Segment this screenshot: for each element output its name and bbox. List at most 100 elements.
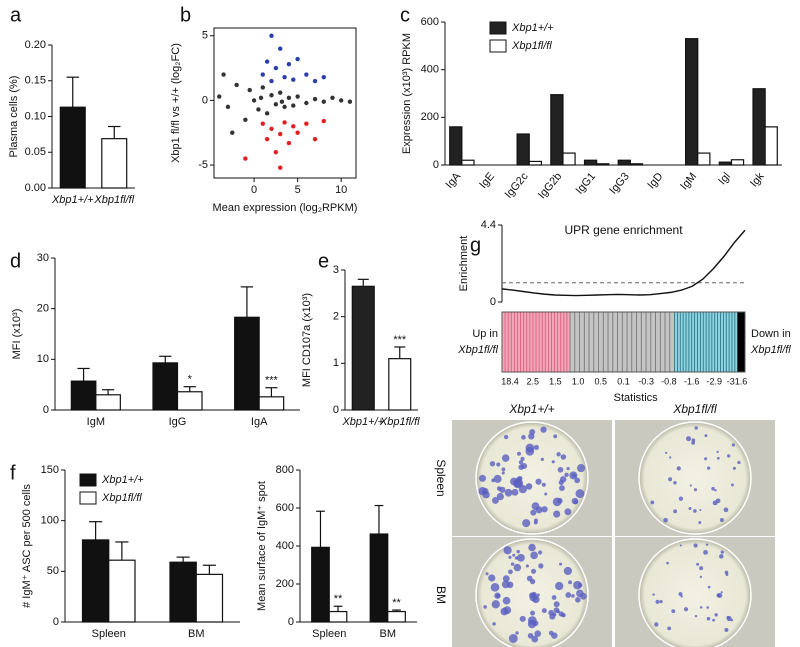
spot (650, 500, 655, 505)
enrichment-line (501, 229, 746, 297)
point (291, 124, 296, 129)
spot (566, 466, 570, 471)
spot (724, 570, 729, 575)
spot (706, 616, 711, 621)
spot (699, 508, 702, 512)
point (321, 99, 326, 104)
x-tick-label: Spleen (312, 628, 346, 640)
spot (576, 464, 586, 473)
spot (563, 566, 572, 576)
statistic-label: 2.5 (526, 376, 539, 386)
side-label: Down in (751, 328, 791, 340)
spot (553, 601, 560, 608)
x-tick-label: IgG (169, 416, 187, 428)
point (321, 118, 326, 124)
point (269, 78, 274, 84)
y-tick-label: 0 (333, 404, 339, 416)
spot (731, 443, 735, 447)
bar (369, 533, 389, 623)
panel-letter: d (10, 250, 21, 272)
elispot-wells (452, 420, 775, 647)
spot (499, 486, 506, 493)
spot (533, 520, 538, 525)
x-tick-label: BM (380, 628, 397, 640)
spot (685, 436, 692, 442)
statistic-label: -0.3 (638, 376, 654, 386)
spot (485, 572, 489, 576)
spot (730, 618, 734, 622)
y-tick-label: 4.4 (481, 219, 496, 231)
bar (449, 126, 463, 166)
spot (533, 444, 539, 451)
spot (577, 583, 583, 588)
spot (571, 594, 575, 598)
y-axis-label: Expression (x10³) RPKM (401, 33, 413, 154)
significance: ** (334, 593, 343, 605)
spot (716, 450, 719, 454)
y-tick-label: 0 (288, 616, 294, 628)
statistic-label: 0.5 (595, 376, 608, 386)
x-tick-label: Xbp1fl/fl (93, 194, 134, 206)
bar (152, 362, 179, 411)
spot (549, 613, 556, 620)
spot (503, 434, 509, 440)
legend-label: Xbp1fl/fl (101, 492, 142, 504)
spot (568, 580, 573, 585)
spot (529, 578, 536, 585)
point (312, 96, 318, 102)
spot (673, 509, 678, 514)
bar (388, 358, 412, 411)
spot (531, 591, 537, 597)
spot (693, 488, 698, 492)
spot (525, 564, 529, 568)
row-label: Spleen (434, 459, 448, 496)
bar (550, 94, 564, 166)
point (217, 94, 222, 99)
x-tick-label: 0 (251, 184, 257, 196)
side-label: Xbp1fl/fl (457, 344, 498, 356)
y-tick-label: 150 (41, 464, 59, 476)
point (304, 100, 309, 106)
point (304, 121, 309, 126)
spot (726, 615, 732, 622)
spot (693, 509, 697, 513)
x-tick-label: IgM (678, 171, 699, 193)
spot (704, 457, 708, 461)
spot (501, 580, 510, 589)
legend-swatch (79, 491, 97, 505)
spot (712, 618, 715, 622)
point (282, 74, 287, 80)
spot (699, 566, 704, 571)
spot (731, 483, 734, 487)
point (258, 95, 264, 101)
legend-swatch (489, 21, 507, 35)
spot (691, 438, 696, 443)
spot (535, 478, 542, 485)
point (312, 78, 318, 84)
spot (704, 434, 708, 438)
spot (714, 613, 718, 617)
spot (518, 464, 524, 470)
y-tick-label: 0 (490, 296, 496, 308)
spot (557, 498, 563, 504)
spot (510, 562, 515, 566)
spot (559, 476, 567, 483)
legend-label: Xbp1fl/fl (511, 40, 552, 52)
spot (580, 592, 587, 600)
spot (699, 575, 703, 579)
y-tick-label: 400 (276, 540, 294, 552)
spot (694, 614, 698, 618)
significance: *** (393, 334, 407, 346)
spot (522, 519, 531, 528)
spot (720, 591, 723, 594)
x-tick-label: Xbp1fl/fl (379, 416, 420, 428)
significance: *** (265, 375, 279, 387)
bar (101, 138, 128, 189)
spot (512, 553, 516, 557)
x-tick-label: IgE (477, 171, 497, 191)
bar (108, 559, 136, 623)
spot (716, 456, 720, 460)
point (282, 120, 287, 125)
spot (540, 426, 547, 433)
point (221, 72, 226, 77)
